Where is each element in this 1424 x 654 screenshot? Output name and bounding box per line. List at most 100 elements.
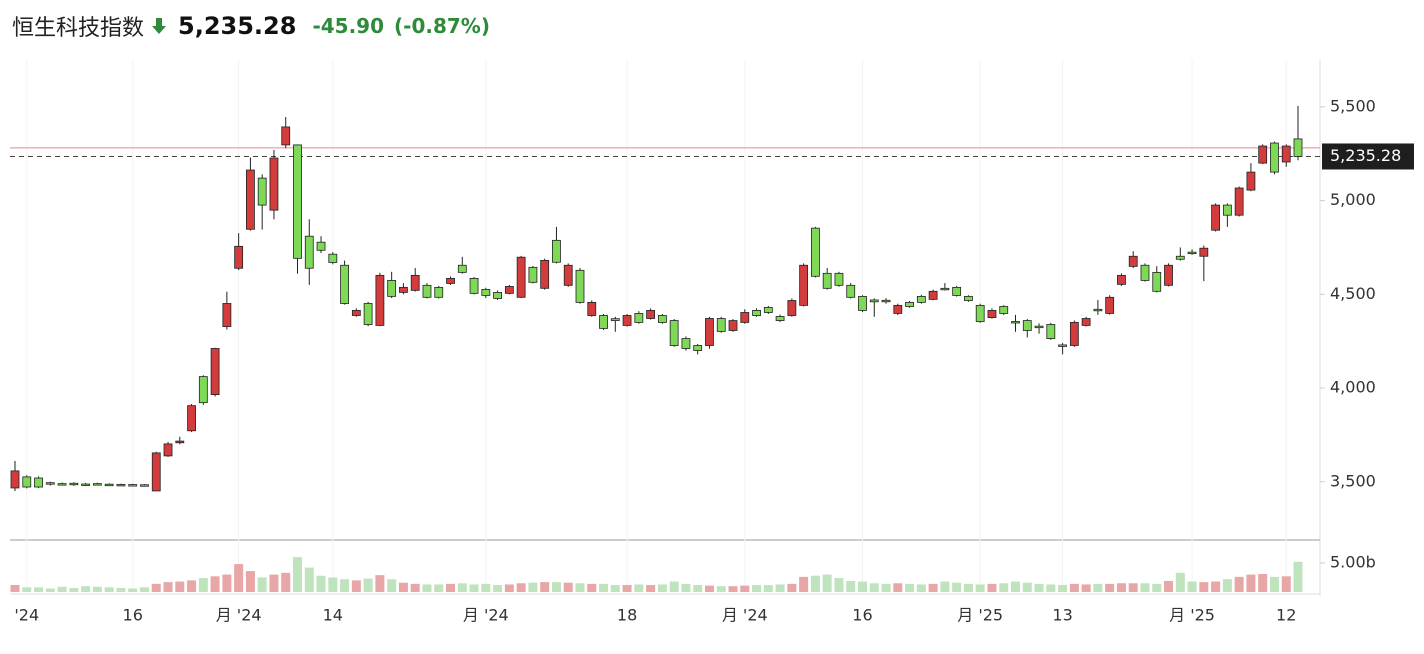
volume-bar <box>1116 583 1126 592</box>
volume-bar <box>10 585 20 592</box>
volume-bar <box>292 557 302 592</box>
last-price: 5,235.28 <box>178 12 297 40</box>
last-price-box <box>1322 143 1414 170</box>
y-tick-label: 4,000 <box>1330 378 1376 397</box>
volume-bar <box>1069 583 1079 592</box>
candle-body <box>210 348 220 396</box>
volume-bar <box>646 585 656 592</box>
candle-body <box>57 483 67 486</box>
volume-bar <box>81 586 91 592</box>
volume-bar <box>1140 583 1150 592</box>
volume-tick-label: 5.00b <box>1330 552 1376 571</box>
volume-bar <box>410 583 420 592</box>
candle-body <box>1187 251 1197 255</box>
x-tick-label: 月 '25 <box>1169 606 1215 625</box>
volume-bar <box>57 586 67 592</box>
volume-bar <box>128 588 138 592</box>
volume-bar <box>446 583 456 592</box>
y-tick-label: 4,500 <box>1330 284 1376 303</box>
volume-bar <box>1199 582 1209 592</box>
candle-body <box>1199 247 1209 257</box>
candle-body <box>916 295 926 303</box>
candle-body <box>128 484 138 487</box>
volume-bar <box>1046 584 1056 592</box>
candle-body <box>952 286 962 296</box>
candle-body <box>752 310 761 316</box>
volume-bar <box>104 587 114 592</box>
volume-bar <box>1258 573 1268 592</box>
volume-bar <box>528 582 538 592</box>
volume-bar <box>457 583 467 592</box>
candle-body <box>1258 145 1268 164</box>
candle-body <box>587 301 597 316</box>
volume-bar <box>822 574 832 592</box>
volume-bar <box>187 580 197 592</box>
volume-bar <box>987 583 997 592</box>
volume-bar <box>975 584 985 592</box>
volume-bar <box>799 576 809 592</box>
candle-body <box>257 177 267 206</box>
candle-body <box>69 482 79 486</box>
volume-bar <box>952 582 962 592</box>
volume-bar <box>834 578 844 592</box>
x-tick-label: 13 <box>1052 606 1072 625</box>
volume-bar <box>328 577 338 592</box>
candle-body <box>622 315 632 326</box>
volume-bar <box>787 583 797 592</box>
volume-bar <box>1105 583 1115 592</box>
candle-body <box>975 304 985 322</box>
candle-body <box>81 483 91 486</box>
candle-body <box>469 277 479 294</box>
volume-bar <box>493 585 503 592</box>
volume-bar <box>45 588 55 592</box>
volume-bar <box>1222 579 1232 592</box>
candle-body <box>246 169 255 230</box>
candle-body <box>1175 255 1185 260</box>
candle-body <box>399 286 408 293</box>
volume-bar <box>257 577 267 592</box>
volume-bar <box>481 583 491 592</box>
volume-bar <box>116 587 126 592</box>
candle-body <box>234 245 244 269</box>
volume-bar <box>304 567 314 592</box>
volume-bar <box>363 578 373 592</box>
candle-body <box>1164 264 1173 286</box>
candle-body <box>340 264 349 304</box>
volume-bar <box>1034 583 1044 592</box>
candle-body <box>363 303 373 325</box>
candle-body <box>705 318 714 346</box>
candle-body <box>1081 318 1091 326</box>
candle-body <box>493 292 502 299</box>
volume-bar <box>610 585 620 592</box>
volume-bar <box>1128 583 1138 592</box>
volume-bar <box>234 564 244 592</box>
volume-bar <box>669 581 679 592</box>
candle-body <box>987 310 997 318</box>
volume-bar <box>599 583 609 592</box>
volume-bar <box>139 587 149 592</box>
candle-body <box>799 264 809 306</box>
volume-bar <box>469 584 479 592</box>
index-name: 恒生科技指数 <box>12 16 145 41</box>
volume-bar <box>763 585 773 592</box>
candle-body <box>599 315 608 329</box>
x-tick-label: 18 <box>617 606 637 625</box>
volume-bar <box>210 576 220 592</box>
candle-body <box>1293 138 1303 157</box>
volume-bar <box>575 583 585 592</box>
candle-body <box>822 272 832 289</box>
volume-bar <box>1246 574 1256 592</box>
volume-bar <box>281 572 291 592</box>
volume-bar <box>693 585 703 592</box>
candle-body <box>10 470 20 489</box>
volume-bar <box>245 571 255 592</box>
candle-body <box>293 144 302 259</box>
volume-bar <box>1281 576 1291 592</box>
volume-bar <box>398 582 408 592</box>
candle-body <box>1140 264 1150 281</box>
volume-bar <box>316 575 326 592</box>
candle-body <box>681 338 691 349</box>
x-tick-label: '24 <box>14 606 39 625</box>
volume-bar <box>1164 580 1174 592</box>
